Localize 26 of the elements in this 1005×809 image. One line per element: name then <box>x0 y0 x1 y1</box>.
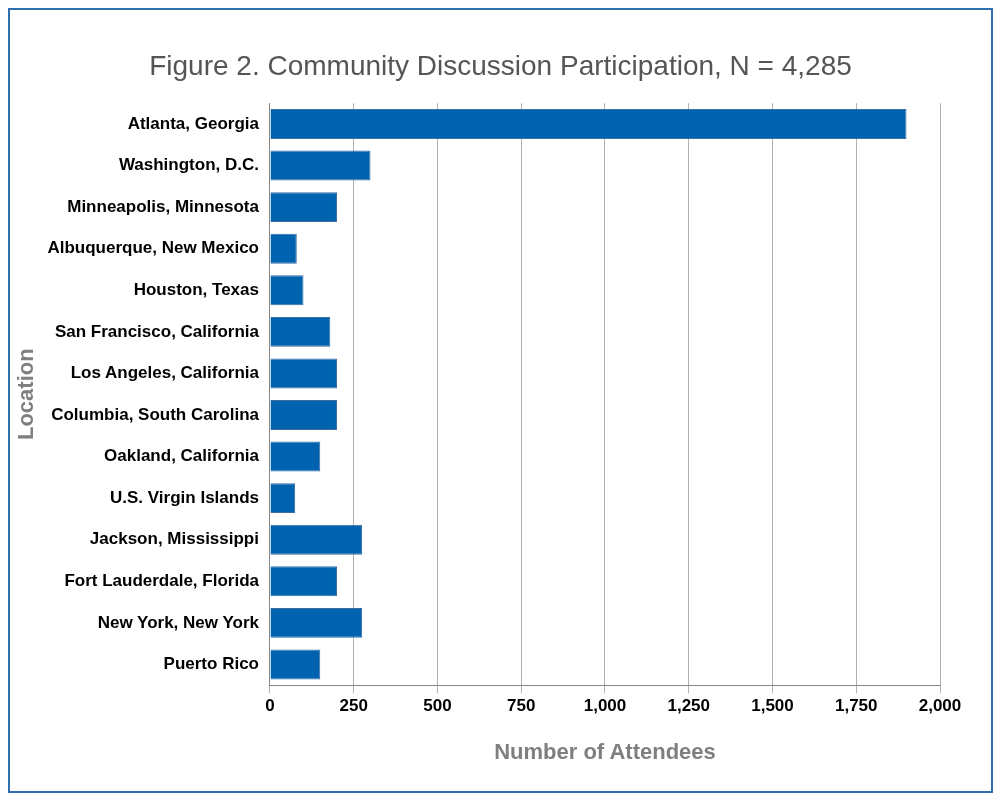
x-tick-label: 1,000 <box>583 696 627 716</box>
x-axis-title: Number of Attendees <box>494 738 716 764</box>
chart-title: Figure 2. Community Discussion Participation, N = 4,285 <box>148 50 853 82</box>
x-tick-label: 500 <box>423 696 452 716</box>
x-tick-label: 0 <box>265 696 275 716</box>
x-tick-label: 750 <box>507 696 536 716</box>
y-tick-label: Atlanta, Georgia <box>127 113 260 133</box>
x-tick-label: 1,500 <box>751 696 794 716</box>
y-tick-label: Fort Lauderdale, Florida <box>64 570 260 590</box>
y-tick-label: Jackson, Mississippi <box>89 529 259 549</box>
x-tick-label: 250 <box>339 696 368 716</box>
y-tick-label: Oakland, California <box>104 446 260 466</box>
y-tick-label: San Francisco, California <box>54 321 260 341</box>
x-tick-label: 1,750 <box>834 696 878 716</box>
x-tick-label: 2,000 <box>918 696 962 716</box>
y-tick-label: U.S. Virgin Islands <box>110 487 259 507</box>
y-axis-title: Location <box>13 348 39 441</box>
y-tick-label: Houston, Texas <box>133 279 259 299</box>
y-tick-label: Columbia, South Carolina <box>51 404 260 424</box>
y-tick-label: Albuquerque, New Mexico <box>47 238 259 258</box>
x-tick-label: 1,250 <box>667 696 711 716</box>
y-tick-label: Puerto Rico <box>163 654 259 674</box>
y-tick-label: Minneapolis, Minnesota <box>67 196 260 216</box>
y-tick-label: Los Angeles, California <box>70 363 260 383</box>
y-tick-label: Washington, D.C. <box>118 155 259 175</box>
y-tick-label: New York, New York <box>97 612 260 632</box>
